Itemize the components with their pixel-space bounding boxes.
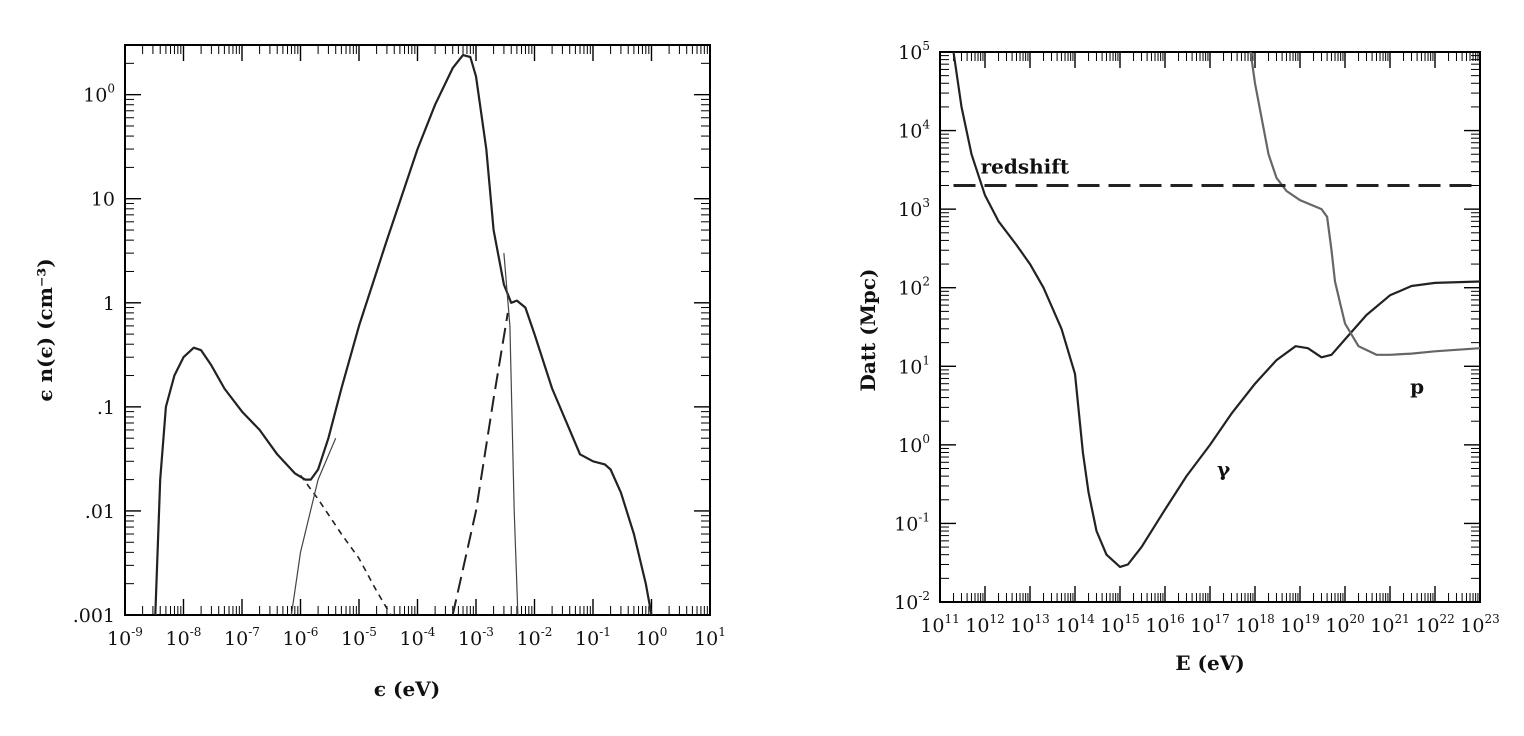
x-tick-label: 1014 xyxy=(1055,612,1095,637)
series-dotted-2 xyxy=(290,437,337,615)
x-axis-label: E (eV) xyxy=(1175,651,1244,675)
chart-attenuation-length: 1011 1012 1013 1014 1015 1016 1017 1018 1019 1020… xyxy=(856,39,1500,675)
y-tick-label: 10-1 xyxy=(894,510,930,535)
series-short-dash-1 xyxy=(299,474,392,615)
x-tick-label: 10-2 xyxy=(517,625,553,650)
x-tick-label: 10-4 xyxy=(400,625,436,650)
x-tick-label: 10-5 xyxy=(341,625,377,650)
plot-frame xyxy=(939,51,1481,603)
x-tick-label: 1011 xyxy=(920,612,959,637)
y-axis-label: Datt (Mpc) xyxy=(856,269,880,392)
y-tick-label: 105 xyxy=(898,39,930,64)
x-tick-label: 1019 xyxy=(1280,612,1319,637)
x-tick-label: 10-3 xyxy=(458,625,494,650)
series-gamma xyxy=(952,52,1480,569)
annotation-redshift: redshift xyxy=(981,154,1070,178)
x-tick-label: 1013 xyxy=(1010,612,1049,637)
x-axis-label: ϵ (eV) xyxy=(374,677,440,701)
y-tick-label: .001 xyxy=(73,605,115,627)
annotation-p: p xyxy=(1410,375,1424,399)
x-tick-label: 1018 xyxy=(1235,612,1274,637)
x-tick-label: 10-9 xyxy=(107,625,143,650)
annotation-gamma: γ xyxy=(1217,457,1231,481)
series-long-dash-3 xyxy=(451,312,509,615)
y-tick-label: .1 xyxy=(97,397,115,419)
x-tick-label: 1020 xyxy=(1325,612,1364,637)
x-tick-label: 10-6 xyxy=(283,625,319,650)
y-tick-label: 104 xyxy=(898,118,930,143)
series-solid-0 xyxy=(154,53,653,615)
x-tick-label: 1023 xyxy=(1460,612,1499,637)
chart-photon-density: 10-9 10-8 10-7 10-6 10-5 10-4 10-3 10-2 10-1 100 1… xyxy=(33,44,726,701)
x-tick-label: 1012 xyxy=(965,612,1004,637)
y-tick-label: 1 xyxy=(103,293,115,315)
y-tick-label: 103 xyxy=(898,196,930,221)
x-tick-label: 1022 xyxy=(1415,612,1454,637)
y-tick-label: 101 xyxy=(898,353,930,378)
x-tick-label: 10-7 xyxy=(224,625,260,650)
y-tick-label: .01 xyxy=(85,501,115,523)
x-tick-label: 1017 xyxy=(1190,612,1229,637)
y-axis-label: ϵ n(ϵ) (cm⁻³) xyxy=(33,258,57,401)
x-tick-label: 10-1 xyxy=(575,625,611,650)
series-p xyxy=(1249,52,1480,356)
y-tick-label: 100 xyxy=(83,82,115,107)
y-tick-label: 100 xyxy=(898,432,930,457)
y-tick-label: 10-2 xyxy=(894,589,930,614)
x-tick-label: 1021 xyxy=(1370,612,1409,637)
x-tick-label: 100 xyxy=(636,625,668,650)
y-tick-label: 102 xyxy=(898,275,930,300)
series-dotted-4 xyxy=(503,253,519,615)
x-tick-label: 1015 xyxy=(1100,612,1139,637)
x-tick-label: 101 xyxy=(694,625,726,650)
plot-frame xyxy=(124,44,711,616)
x-tick-label: 1016 xyxy=(1145,612,1184,637)
y-tick-label: 10 xyxy=(91,189,115,211)
x-tick-label: 10-8 xyxy=(166,625,202,650)
